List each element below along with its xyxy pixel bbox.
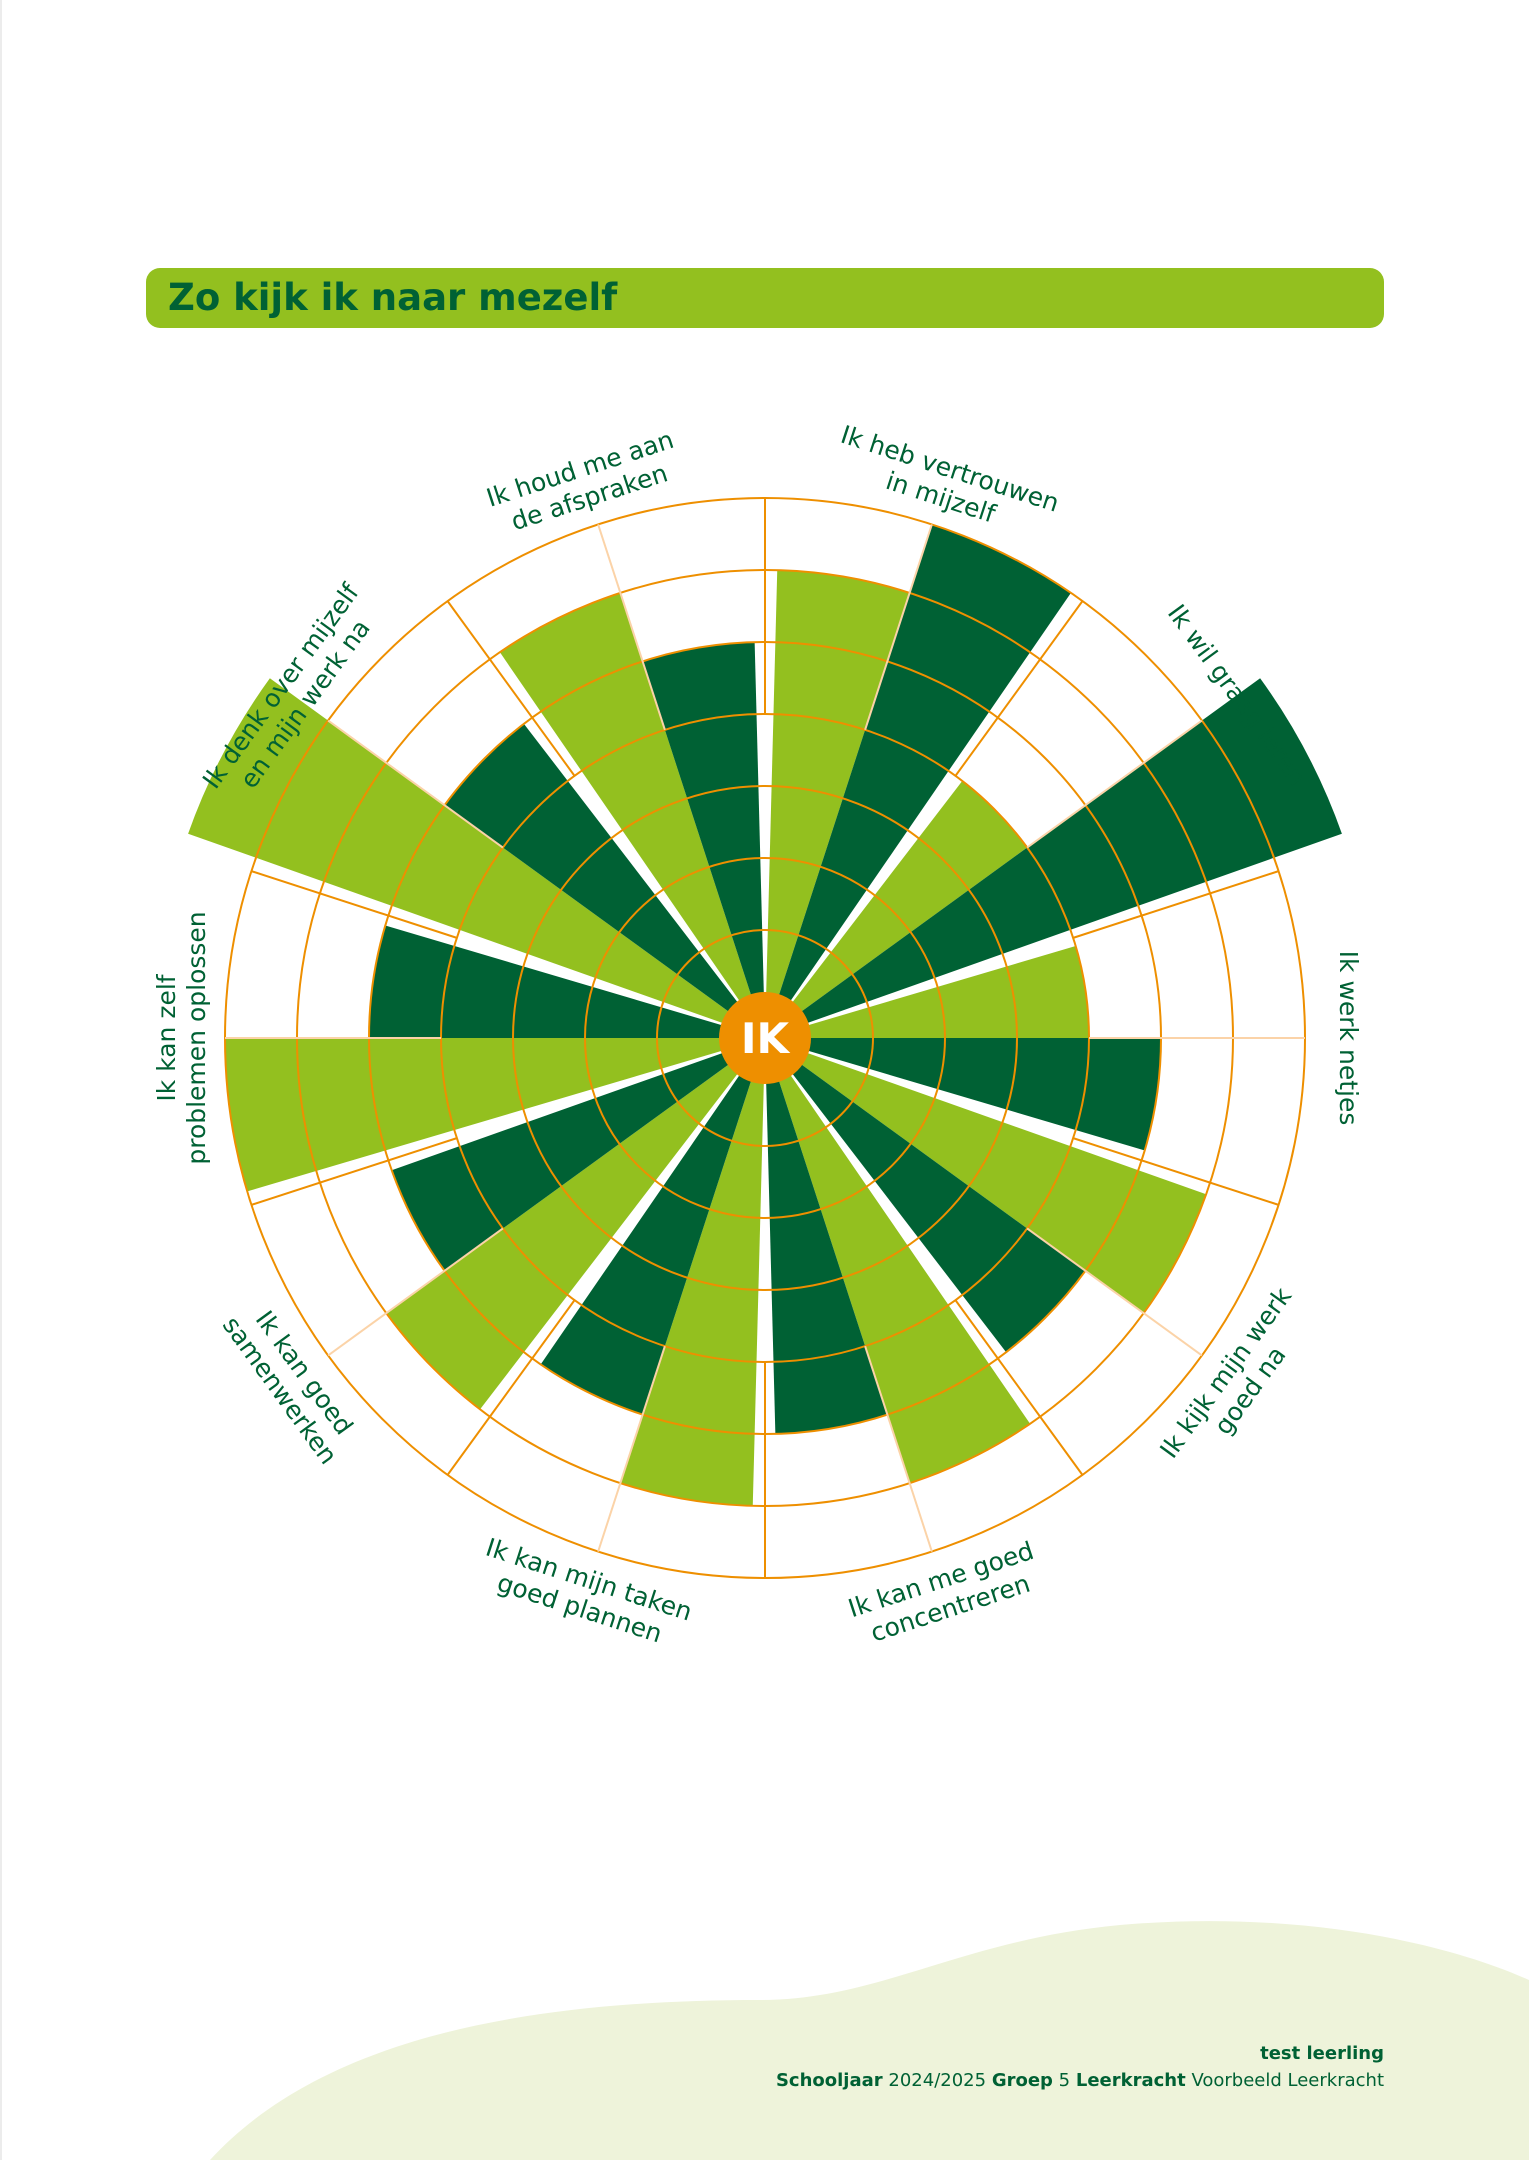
grid-ring [584,857,946,1219]
student-name: test leerling [1260,2043,1384,2064]
center-label: IK [741,1014,791,1063]
center-circle [719,992,811,1084]
grid-spoke [1072,870,1279,939]
grid-divider [597,524,666,731]
teacher-value: Voorbeeld Leerkracht [1191,2070,1384,2091]
teacher-label: Leerkracht [1075,2070,1186,2091]
bar-series-a [620,1038,765,1506]
footer-meta: Schooljaar 2024/2025 Groep 5 Leerkracht … [776,2067,1384,2094]
title-bar: Zo kijk ik naar mezelf [146,268,1384,328]
grid-divider [327,719,504,849]
schoolyear-value: 2024/2025 [888,2070,987,2091]
category-label: Ik werk netjes [1334,951,1363,1126]
bar-series-a [225,1038,765,1192]
category-label-line: Ik kan zelf [152,973,181,1101]
page-border [0,0,2,2160]
category-label-line: Ik werk netjes [1334,951,1363,1126]
bar-series-b [540,1038,765,1415]
grid-spoke [446,1299,576,1476]
bar-series-b [765,1038,1161,1151]
grid-spoke [954,600,1084,777]
group-value: 5 [1058,2070,1071,2091]
schoolyear-label: Schooljaar [775,2070,883,2091]
grid-spoke [251,1137,458,1206]
bar-series-b [765,678,1342,1038]
grid-ring [512,785,1018,1291]
grid-spoke [954,1299,1084,1476]
grid-divider [864,524,933,731]
bar-series-b [391,1038,765,1271]
category-label: Ik kan me goedconcentreren [845,1536,1047,1652]
bar-series-b [369,925,765,1038]
bar-series-a [499,592,765,1038]
grid-spoke [251,870,458,939]
bar-series-a [765,780,1028,1038]
bar-series-b [765,524,1071,1038]
category-label: Ik kan goedsamenwerken [217,1293,368,1469]
footer: test leerling Schooljaar 2024/2025 Groep… [776,2040,1384,2094]
category-label-line: problemen oplossen [182,911,211,1164]
category-label: Ik kan zelfproblemen oplossen [152,911,211,1164]
category-label: Ik heb vertrouwenin mijzelf [828,420,1063,546]
footer-wave-shape [210,1921,1529,2160]
bar-series-b [444,723,765,1038]
grid-spoke [446,600,576,777]
footer-wave [210,1921,1529,2160]
grid-ring [656,929,874,1147]
bar-series-a [765,1038,1031,1484]
page-title: Zo kijk ik naar mezelf [168,276,618,319]
grid-divider [597,1345,666,1552]
grid-divider [1026,1227,1203,1357]
grid-divider [1026,719,1203,849]
grid-spoke [1072,1137,1279,1206]
bar-series-b [765,1038,1086,1353]
grid-divider [864,1345,933,1552]
bar-series-a [188,678,766,1038]
bar-series-a [765,570,910,1038]
grid-divider [327,1227,504,1357]
category-label: Ik kijk mijn werkgoed na [1154,1282,1321,1482]
ring-layer [224,497,1306,1579]
category-label: Ik kan mijn takengoed plannen [473,1533,696,1656]
bar-series-a [386,1038,765,1410]
category-label: Ik houd me aande afspraken [483,425,686,541]
group-label: Groep [991,2070,1053,2091]
center-layer: IK [719,992,811,1084]
bar-series-a [765,1038,1207,1314]
bar-series-b [765,1038,888,1434]
bar-series-b [642,642,765,1038]
